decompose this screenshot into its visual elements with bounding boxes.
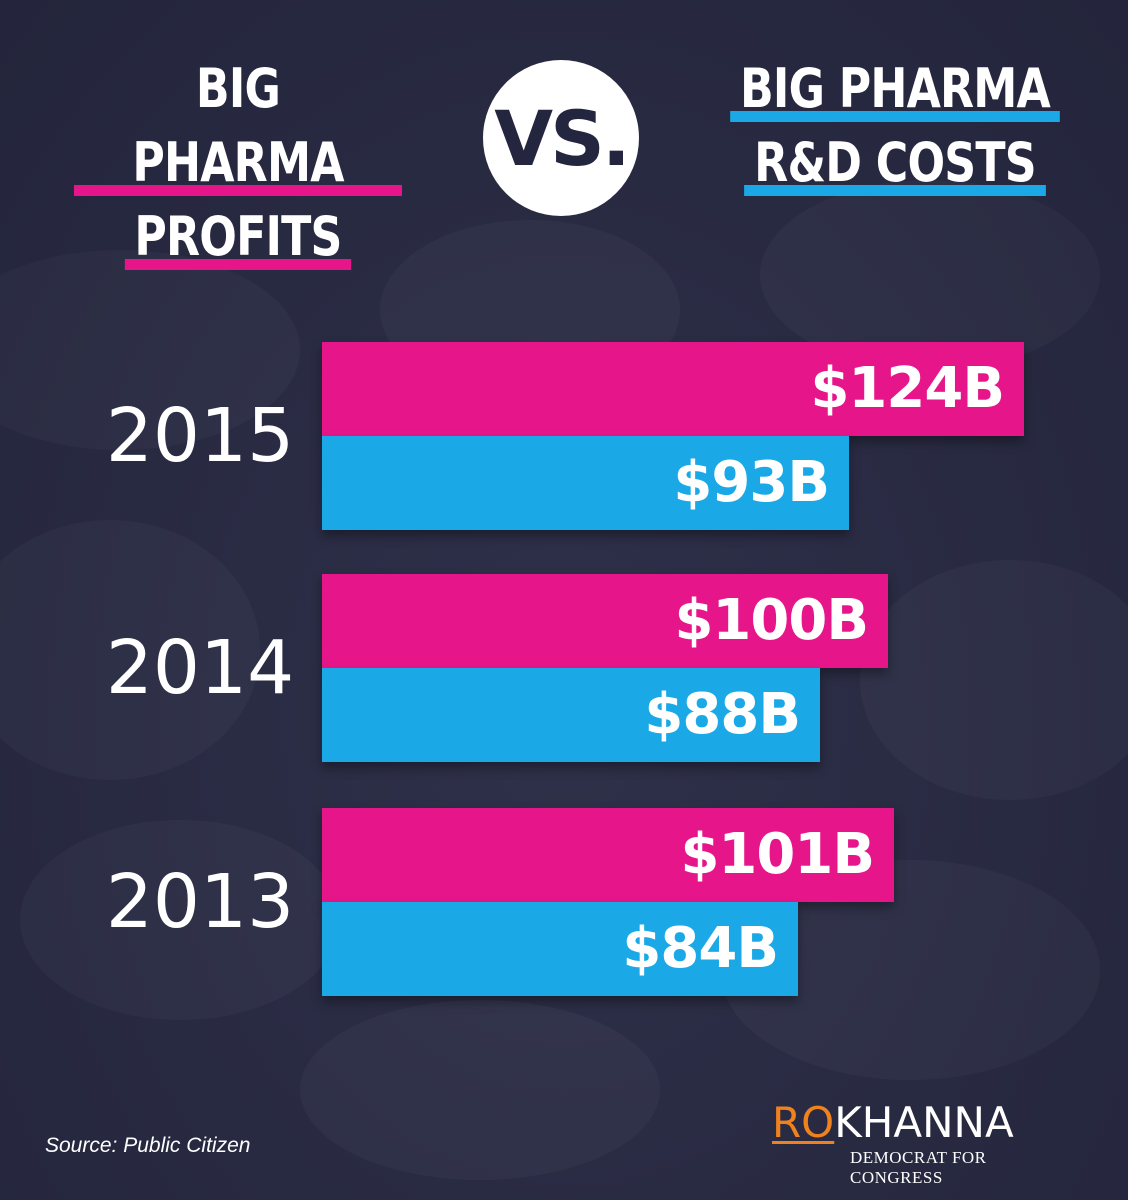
bar-label-profit-2013: $101B: [680, 822, 875, 887]
bar-profit-2015: $124B: [322, 342, 1024, 436]
vs-text: VS.: [494, 93, 630, 183]
logo-name: ROKHANNA: [772, 1100, 1077, 1146]
logo-last: KHANNA: [834, 1098, 1014, 1147]
title-profits-line2: PROFITS: [134, 205, 342, 268]
title-profits: BIG PHARMA PROFITS: [74, 52, 402, 274]
title-profits-line1: BIG PHARMA: [132, 57, 344, 194]
bar-label-profit-2015: $124B: [810, 356, 1005, 421]
bar-profit-2013: $101B: [322, 808, 894, 902]
year-label-2014: 2014: [105, 625, 295, 711]
bar-profit-2014: $100B: [322, 574, 888, 668]
logo-first: RO: [772, 1098, 835, 1147]
vs-badge: VS.: [483, 60, 639, 216]
logo-tagline: DEMOCRAT FOR CONGRESS: [850, 1148, 987, 1187]
bar-label-profit-2014: $100B: [674, 588, 869, 653]
campaign-logo: ROKHANNA DEMOCRAT FOR CONGRESS: [772, 1100, 1077, 1188]
bar-label-rd-2015: $93B: [673, 450, 830, 515]
title-rd-line1: BIG PHARMA: [739, 57, 1051, 120]
bar-rd-2013: $84B: [322, 902, 798, 996]
title-rd-line2: R&D COSTS: [754, 131, 1036, 194]
source-note: Source: Public Citizen: [45, 1134, 251, 1157]
bar-label-rd-2014: $88B: [644, 682, 801, 747]
bar-label-rd-2013: $84B: [622, 916, 779, 981]
title-rd-costs: BIG PHARMA R&D COSTS: [727, 52, 1063, 200]
year-label-2013: 2013: [105, 859, 295, 945]
bar-rd-2014: $88B: [322, 668, 820, 762]
year-label-2015: 2015: [105, 393, 295, 479]
bar-rd-2015: $93B: [322, 436, 849, 530]
